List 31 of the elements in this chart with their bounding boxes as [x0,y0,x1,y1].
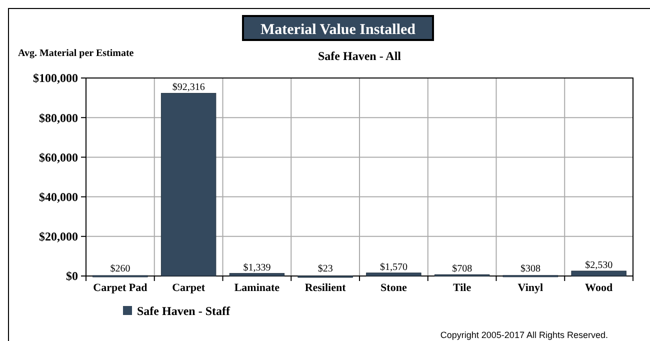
bar [571,270,626,276]
y-tick-label: $60,000 [39,150,78,164]
x-tick-label: Tile [452,282,472,294]
y-tick-label: $100,000 [33,71,78,86]
text: $308 [520,264,540,274]
text: $92,316 [172,82,205,94]
y-axis-title: Avg. Material per Estimate [18,48,134,59]
chart-title: Material Value Installed [260,22,416,38]
x-tick-label: Carpet [172,282,206,294]
text: $260 [110,264,130,274]
text: $708 [452,264,472,274]
text: $2,530 [585,260,613,271]
bar [229,273,285,276]
bar [366,272,422,276]
y-tick-label: $40,000 [39,190,78,204]
chart-subtitle: Safe Haven - All [318,49,402,63]
text: Copyright 2005-2017 All Rights Reserved. [440,330,608,340]
x-tick-label: Resilient [304,282,346,294]
text: $1,339 [243,262,271,274]
legend-label: Safe Haven - Staff [137,304,231,318]
x-tick-label: Laminate [234,282,280,294]
text: $23 [318,264,333,274]
y-tick-label: $0 [66,269,78,284]
x-tick-label: Stone [380,282,407,294]
bar [160,92,216,276]
y-tick-label: $80,000 [39,110,78,125]
y-tick-label: $20,000 [39,230,78,244]
x-tick-label: Wood [585,282,613,294]
text: $1,570 [380,262,408,273]
x-tick-label: Carpet Pad [93,282,148,294]
x-tick-label: Vinyl [518,282,544,294]
